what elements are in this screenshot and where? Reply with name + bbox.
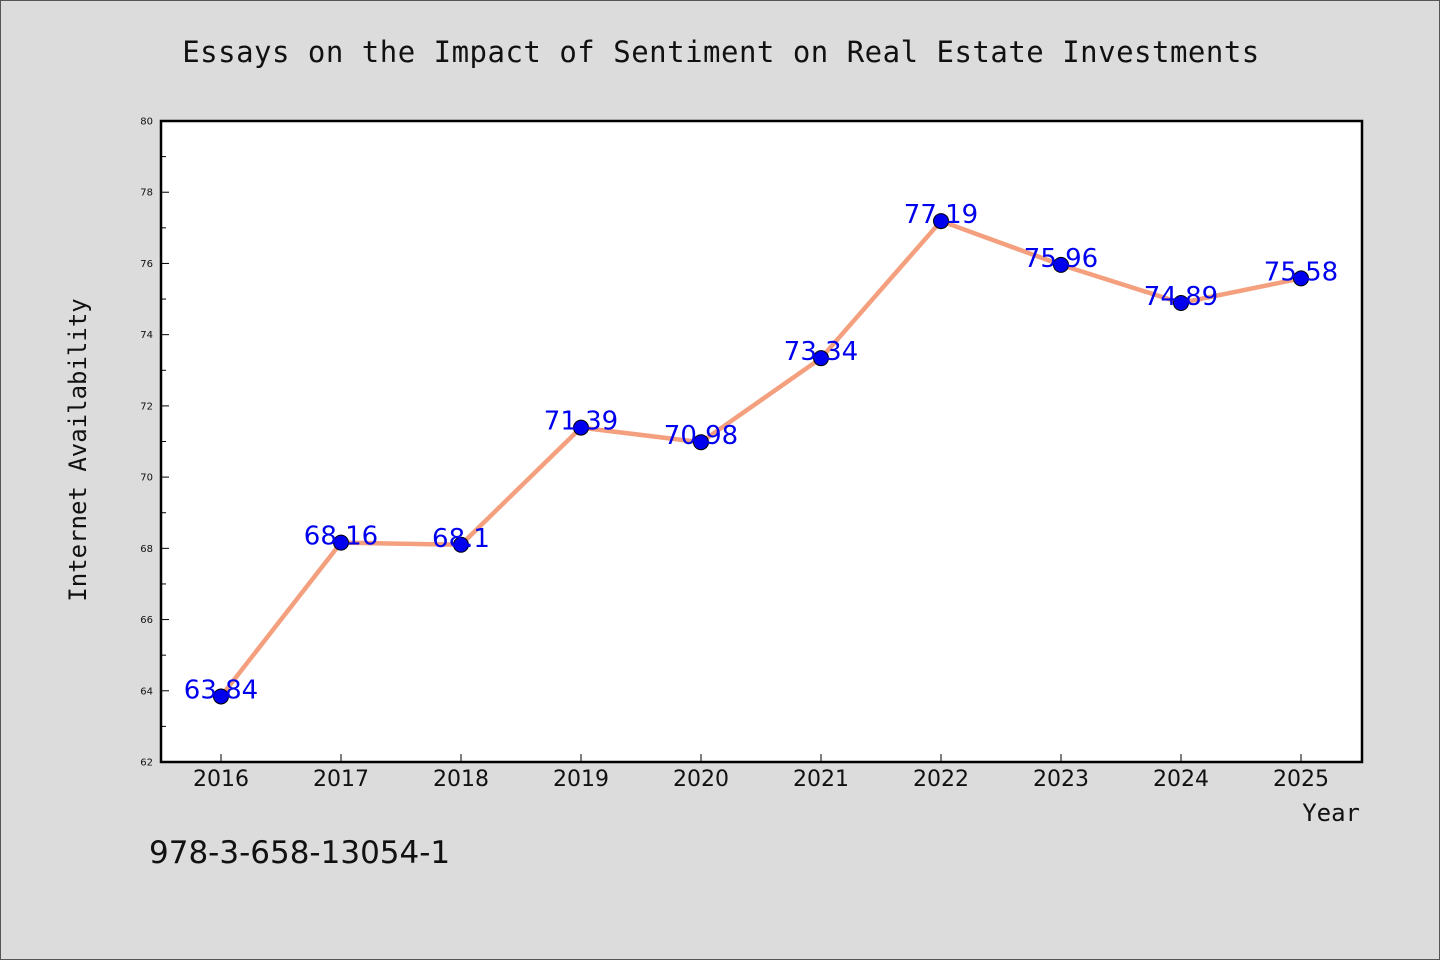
data-point [1293,270,1309,287]
data-point [213,688,229,705]
data-point [573,419,589,436]
data-label: 74.89 [1144,282,1218,312]
x-tick-label: 2016 [193,767,249,792]
data-label: 73.34 [784,337,858,367]
y-tick-label: 78 [140,188,153,199]
data-label: 68.1 [432,524,490,554]
y-tick-label: 64 [140,686,153,697]
series-line-group [219,218,1302,698]
x-tick-label: 2025 [1273,767,1329,792]
series-line [219,218,1302,698]
data-labels-group: 63.84 68.16 68.1 71.39 70.98 73.34 77.19 75.96 7… [184,200,1338,705]
data-label: 77.19 [904,200,978,230]
data-label: 75.96 [1024,244,1098,274]
x-tick-label: 2020 [673,767,729,792]
x-tick-label: 2017 [313,767,369,792]
x-tick-label: 2021 [793,767,849,792]
y-tick-label: 66 [140,615,153,626]
isbn-text: 978-3-658-13054-1 [149,835,451,871]
x-axis: 2016 2017 2018 2019 2020 2021 2022 2023 2024 2025 [193,754,1329,792]
data-point [1053,256,1069,273]
y-tick-label: 70 [140,473,153,484]
y-tick-label: 76 [140,259,153,270]
x-tick-label: 2018 [433,767,489,792]
data-label: 68.16 [304,522,378,552]
x-tick-label: 2019 [553,767,609,792]
y-tick-label: 62 [140,758,153,769]
x-tick-label: 2023 [1033,767,1089,792]
y-axis: 62 64 66 68 70 72 74 76 78 80 [140,117,169,769]
data-label: 70.98 [664,421,738,451]
data-label: 71.39 [544,407,618,437]
x-tick-label: 2024 [1153,767,1209,792]
data-point [453,536,469,553]
data-label: 75.58 [1264,257,1338,287]
y-tick-label: 68 [140,544,153,555]
x-tick-label: 2022 [913,767,969,792]
x-axis-label: Year [1302,799,1360,827]
chart-title: Essays on the Impact of Sentiment on Rea… [182,35,1260,69]
plot-area [159,119,1364,764]
y-tick-label: 80 [140,117,153,128]
data-point [933,213,949,230]
data-point [1173,294,1189,311]
markers-group [213,213,1309,705]
y-tick-label: 74 [140,330,153,341]
data-point [813,350,829,367]
data-point [693,434,709,451]
data-point [333,534,349,551]
data-label: 63.84 [184,675,258,705]
y-axis-label: Internet Availability [64,298,92,601]
y-tick-label: 72 [140,401,153,412]
